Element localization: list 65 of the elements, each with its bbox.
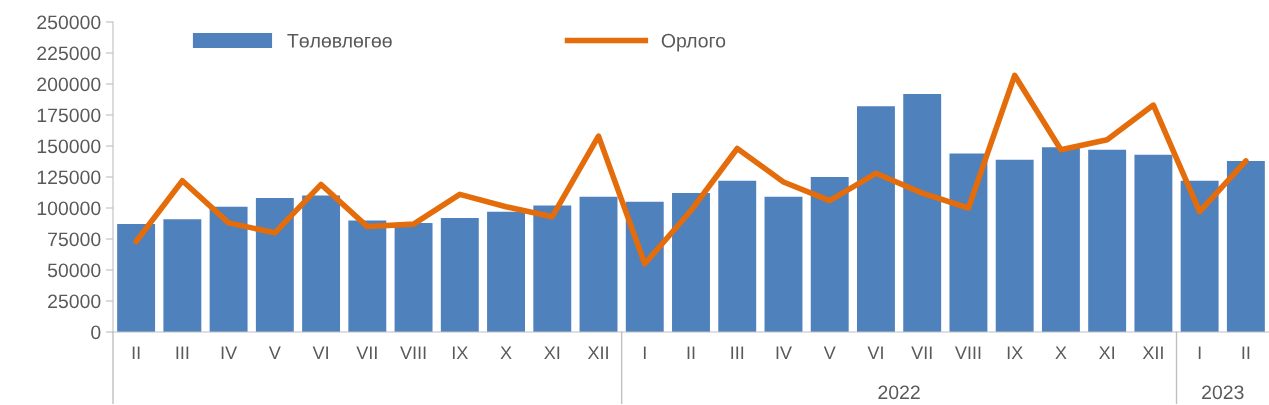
bar (302, 195, 341, 332)
bar (533, 205, 572, 332)
bar (1041, 147, 1080, 332)
x-tick-label: XI (1099, 346, 1115, 359)
bar (625, 201, 664, 332)
bar (1134, 154, 1173, 332)
x-tick-label: VI (312, 346, 328, 359)
bar (209, 206, 248, 332)
y-tick-label: 125000 (37, 170, 101, 185)
bar (718, 180, 757, 332)
x-tick-label: X (500, 346, 512, 359)
bar (348, 220, 387, 332)
bar (394, 222, 433, 332)
y-tick-label: 100000 (37, 201, 101, 216)
x-tick-label: V (268, 346, 281, 359)
x-tick-label: III (176, 346, 189, 359)
x-tick-label: IX (1007, 346, 1023, 359)
bar (949, 153, 988, 332)
bar (672, 193, 710, 332)
text: 2022 (878, 385, 920, 400)
bar (1226, 160, 1265, 332)
y-tick-label: 225000 (37, 46, 101, 61)
y-tick-label: 50000 (47, 263, 101, 278)
x-tick-label: IV (221, 346, 238, 359)
x-tick-label: XII (1142, 346, 1163, 359)
x-tick-label: I (1198, 346, 1201, 359)
x-tick-label: IX (452, 346, 468, 359)
bar (117, 224, 156, 332)
bar (1180, 180, 1219, 332)
bar (255, 198, 294, 332)
x-tick-label: VIII (400, 346, 426, 359)
bar (995, 159, 1034, 332)
y-tick-label: 75000 (48, 232, 101, 247)
bar (487, 211, 525, 332)
bar (810, 177, 849, 332)
x-tick-label: VII (356, 346, 377, 359)
x-tick-label: II (1242, 346, 1250, 359)
legend-label: Төлөвлөгөө (287, 34, 392, 48)
x-tick-label: I (643, 346, 646, 359)
x-tick-label: II (687, 346, 695, 359)
x-tick-label: VII (911, 346, 932, 359)
legend-label: Орлого (661, 33, 726, 52)
bar (903, 93, 942, 332)
bar (764, 196, 803, 332)
bar (163, 219, 202, 332)
y-tick-label: 250000 (37, 15, 101, 30)
x-tick-label: V (823, 346, 836, 359)
x-tick-label: VIII (954, 346, 981, 359)
x-tick-label: IV (776, 346, 792, 359)
bar (440, 217, 479, 332)
x-tick-label: XI (544, 346, 560, 359)
x-tick-label: XII (587, 346, 608, 359)
bar (1088, 149, 1127, 332)
y-tick-label: 0 (91, 325, 101, 340)
x-tick-label: X (1055, 346, 1067, 359)
x-tick-label: II (132, 346, 140, 359)
text: 2023 (1202, 385, 1244, 400)
y-tick-label: 25000 (48, 294, 101, 309)
y-tick-label: 150000 (37, 139, 101, 154)
y-tick-label: 175000 (37, 108, 101, 123)
bar (579, 196, 618, 332)
x-tick-label: III (731, 346, 744, 359)
bar (857, 106, 895, 332)
x-tick-label: VI (867, 346, 883, 359)
y-tick-label: 200000 (37, 77, 101, 92)
